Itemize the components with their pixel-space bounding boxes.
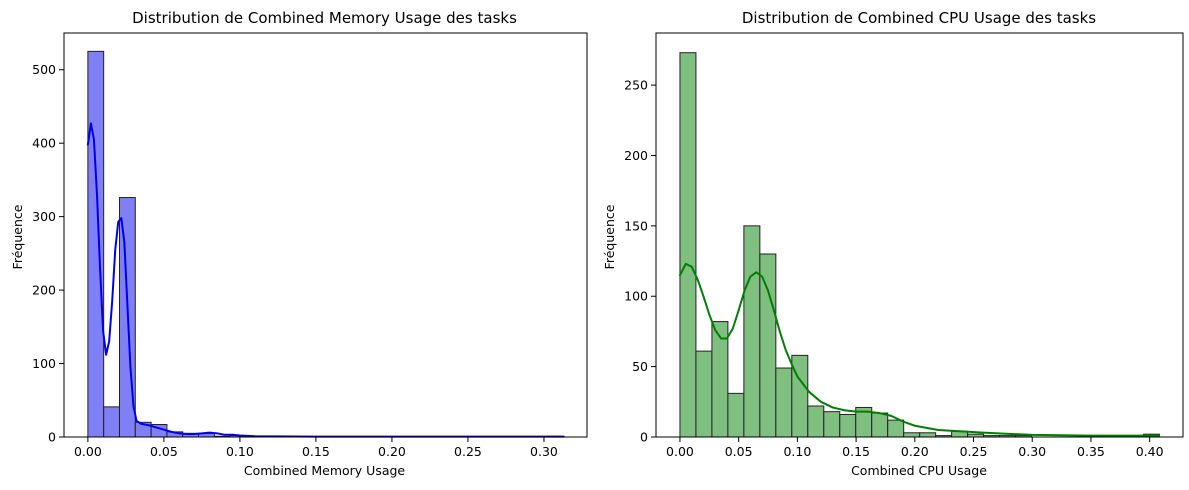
- x-tick-label: 0.00: [666, 444, 694, 459]
- histogram-bar: [903, 432, 921, 438]
- kde-line: [86, 122, 565, 438]
- y-tick-label: 300: [32, 209, 56, 224]
- histogram-bar: [839, 413, 857, 438]
- x-tick-label: 0.20: [901, 444, 929, 459]
- y-tick-label: 100: [32, 356, 56, 371]
- y-tick-label: 200: [32, 283, 56, 298]
- cpu-usage-histogram: Distribution de Combined CPU Usage des t…: [602, 9, 1184, 478]
- histogram-bar: [823, 411, 841, 438]
- plot-frame: [63, 32, 588, 438]
- y-tick-label: 50: [632, 359, 648, 374]
- y-tick-label: 250: [624, 78, 648, 93]
- x-tick-label: 0.25: [454, 444, 482, 459]
- y-tick-label: 0: [640, 430, 648, 445]
- histogram-bar: [775, 367, 793, 438]
- x-tick-label: 0.15: [842, 444, 870, 459]
- x-axis-label: Combined CPU Usage: [851, 463, 987, 478]
- histogram-bar: [679, 52, 697, 438]
- histogram-bar: [887, 419, 905, 438]
- x-tick-label: 0.00: [74, 444, 102, 459]
- x-axis-label: Combined Memory Usage: [244, 463, 406, 478]
- x-tick-label: 0.10: [226, 444, 254, 459]
- x-tick-label: 0.05: [150, 444, 178, 459]
- histogram-bar: [87, 50, 105, 438]
- x-tick-label: 0.25: [960, 444, 988, 459]
- histogram-bar: [759, 253, 777, 438]
- y-axis-label: Fréquence: [602, 204, 617, 269]
- y-axis-label: Fréquence: [10, 204, 25, 269]
- memory-usage-histogram: Distribution de Combined Memory Usage de…: [10, 9, 588, 478]
- x-tick-label: 0.40: [1136, 444, 1164, 459]
- plot-area: 0.00 0.05 0.10 0.15 0.20 0.25 0.30 0 100 200 300 40…: [32, 32, 588, 459]
- x-tick-label: 0.15: [302, 444, 330, 459]
- y-tick-label: 100: [624, 289, 648, 304]
- histogram-bar: [727, 392, 745, 438]
- y-tick-label: 150: [624, 218, 648, 233]
- chart-title: Distribution de Combined CPU Usage des t…: [742, 9, 1096, 27]
- y-tick-label: 400: [32, 136, 56, 151]
- histogram-bar: [695, 350, 713, 438]
- plot-area: 0.00 0.05 0.10 0.15 0.20 0.25 0.30 0.35 0.40 0 50 1…: [624, 32, 1184, 459]
- x-tick-label: 0.30: [1018, 444, 1046, 459]
- x-tick-label: 0.05: [725, 444, 753, 459]
- histogram-bar: [919, 432, 937, 438]
- x-tick-label: 0.30: [530, 444, 558, 459]
- plot-frame: [655, 32, 1184, 438]
- kde-line: [678, 262, 1161, 437]
- x-tick-label: 0.35: [1077, 444, 1105, 459]
- histogram-bar: [871, 412, 889, 438]
- y-tick-label: 200: [624, 148, 648, 163]
- y-tick-label: 0: [48, 430, 56, 445]
- chart-title: Distribution de Combined Memory Usage de…: [132, 9, 517, 27]
- y-tick-label: 500: [32, 62, 56, 77]
- histogram-bar: [743, 225, 761, 438]
- histogram-bar: [807, 405, 825, 438]
- x-tick-label: 0.10: [783, 444, 811, 459]
- histogram-bar: [103, 406, 120, 438]
- x-tick-label: 0.20: [378, 444, 406, 459]
